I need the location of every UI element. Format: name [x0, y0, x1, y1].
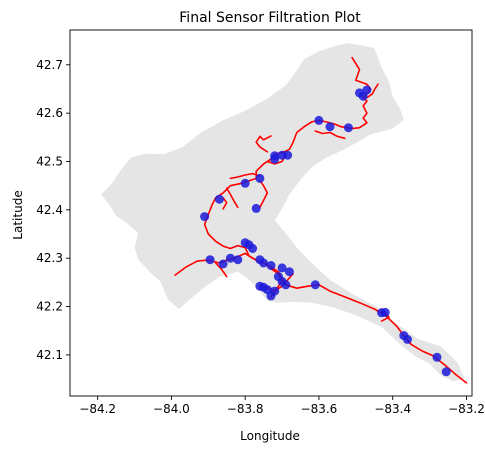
sensor-point-14 [200, 212, 210, 222]
sensor-point-37 [380, 307, 390, 317]
sensor-point-17 [248, 244, 258, 253]
sensor-point-3 [343, 123, 353, 133]
sensor-point-9 [270, 154, 280, 164]
x-tick-label-4: −83.4 [374, 402, 411, 416]
sensor-point-12 [251, 203, 261, 213]
sensor-point-10 [255, 173, 265, 183]
sensor-point-13 [214, 194, 224, 204]
sensor-point-39 [403, 334, 412, 344]
river-line-8 [259, 180, 269, 209]
y-tick-label-3: 42.4 [36, 203, 63, 217]
river-line-7 [222, 197, 228, 210]
sensor-point-29 [281, 280, 291, 290]
sensor-point-35 [310, 280, 320, 290]
x-tick-label-3: −83.6 [301, 402, 338, 416]
sensor-layer [200, 85, 451, 377]
x-axis-label: Longitude [240, 429, 300, 443]
river-line-10 [214, 262, 228, 278]
x-tick-label-5: −83.2 [448, 402, 485, 416]
river-line-3 [255, 135, 272, 153]
y-axis: 42.1 42.2 42.3 42.4 42.5 42.6 42.7 [36, 58, 70, 362]
x-tick-label-1: −84.0 [153, 402, 190, 416]
sensor-point-20 [205, 255, 215, 265]
sensor-point-26 [284, 267, 294, 277]
y-tick-label-2: 42.3 [36, 251, 63, 265]
sensor-point-24 [266, 261, 276, 270]
sensor-point-18 [225, 253, 235, 263]
river-line-2 [314, 130, 346, 140]
watershed-basin [101, 43, 465, 382]
river-line-1 [366, 83, 379, 99]
sensor-point-21 [233, 255, 243, 265]
river-line-5 [229, 172, 261, 180]
chart-title: Final Sensor Filtration Plot [179, 10, 361, 26]
y-tick-label-4: 42.5 [36, 155, 63, 169]
y-tick-label-6: 42.7 [36, 58, 63, 72]
sensor-point-41 [441, 367, 451, 377]
y-tick-label-5: 42.6 [36, 106, 63, 120]
sensor-point-8 [283, 150, 293, 160]
axes-frame [69, 29, 473, 397]
y-tick-label-0: 42.1 [36, 348, 63, 362]
y-tick-label-1: 42.2 [36, 300, 63, 314]
basin-layer [101, 43, 465, 382]
sensor-point-34 [266, 291, 276, 301]
sensor-point-11 [240, 178, 250, 188]
sensor-point-25 [277, 263, 287, 273]
sensor-point-23 [259, 258, 269, 268]
river-line-6 [225, 187, 239, 209]
sensor-point-2 [358, 91, 368, 101]
x-axis: −84.2 −84.0 −83.8 −83.6 −83.4 −83.2 [79, 396, 485, 416]
x-tick-label-0: −84.2 [79, 402, 116, 416]
sensor-point-4 [325, 122, 335, 132]
x-tick-label-2: −83.8 [227, 402, 264, 416]
plot-area [101, 43, 468, 384]
sensor-point-40 [432, 352, 442, 362]
y-axis-label: Latitude [11, 190, 25, 239]
sensor-point-19 [218, 259, 228, 269]
sensor-point-5 [314, 115, 324, 125]
